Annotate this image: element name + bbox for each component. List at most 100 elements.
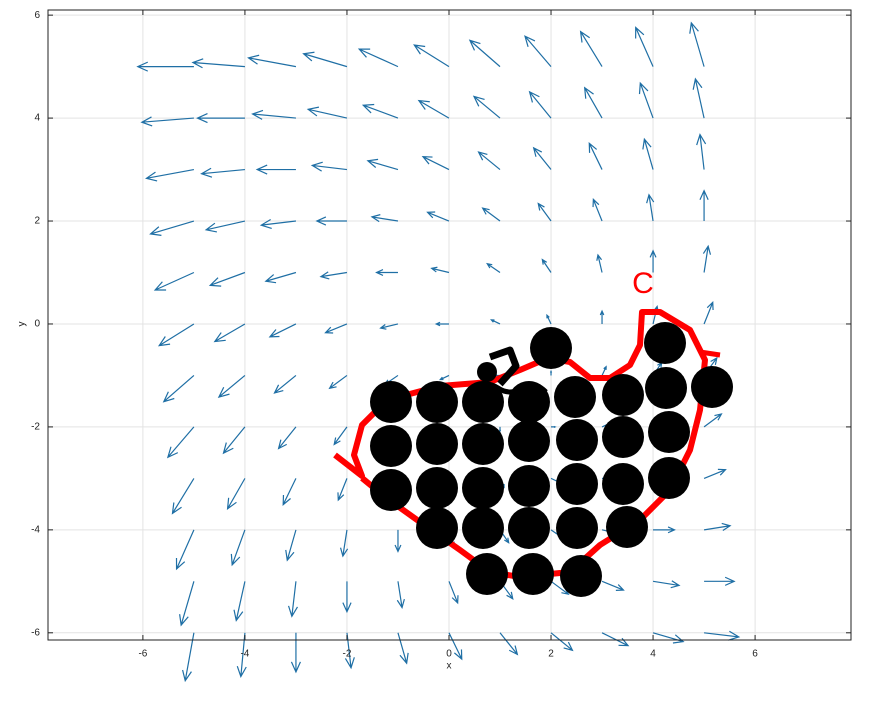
vector-arrow xyxy=(549,369,553,376)
vector-arrow xyxy=(287,581,299,618)
vector-arrow xyxy=(490,319,501,325)
vector-arrow xyxy=(699,189,709,222)
vector-arrow xyxy=(448,581,459,605)
vector-arrow xyxy=(421,156,450,171)
vector-arrow xyxy=(166,426,195,459)
vector-arrow xyxy=(255,164,296,175)
vector-arrow xyxy=(370,214,399,223)
vector-arrow xyxy=(339,529,349,558)
vector-arrow xyxy=(477,151,501,171)
vector-arrow xyxy=(537,202,552,222)
vector-arrow xyxy=(550,632,574,652)
vector-arrow xyxy=(200,167,245,178)
vector-arrow xyxy=(434,321,449,327)
vector-arrow xyxy=(642,137,654,170)
vector-arrow xyxy=(264,271,297,284)
vector-arrow xyxy=(328,374,348,390)
vector-arrow xyxy=(703,522,732,531)
vector-arrow xyxy=(171,478,195,515)
vector-arrow xyxy=(259,218,297,230)
vector-arrow xyxy=(230,529,246,567)
y-tick-label: -2 xyxy=(31,422,40,433)
vector-arrow xyxy=(638,81,654,119)
y-tick-label: 0 xyxy=(34,319,40,330)
vector-arrow xyxy=(472,95,501,119)
x-tick-label: 2 xyxy=(548,649,554,660)
vector-arrow xyxy=(599,309,605,324)
vector-arrow xyxy=(546,313,552,325)
vector-arrow xyxy=(499,632,519,656)
vector-arrow xyxy=(397,632,409,665)
trajectory-hook xyxy=(699,349,721,358)
vector-arrow xyxy=(145,168,195,182)
vector-arrow xyxy=(153,271,195,291)
vector-arrow xyxy=(486,262,501,273)
vector-arrow xyxy=(413,44,450,68)
vector-arrow xyxy=(149,220,195,236)
vector-arrow xyxy=(366,158,399,171)
vector-arrow xyxy=(337,478,348,502)
vector-arrow xyxy=(498,426,502,433)
x-tick-label: -4 xyxy=(240,649,249,660)
vector-arrow xyxy=(375,269,398,276)
vector-arrow xyxy=(182,632,195,683)
vector-arrow xyxy=(162,374,195,403)
x-axis-label: x xyxy=(447,661,452,672)
vector-arrow xyxy=(426,211,450,222)
vector-arrow xyxy=(588,141,603,170)
vector-arrow xyxy=(596,253,603,273)
vector-arrow xyxy=(247,54,297,68)
vector-arrow xyxy=(196,113,245,124)
vector-arrow xyxy=(217,374,246,398)
x-tick-label: -6 xyxy=(138,649,147,660)
vector-arrow xyxy=(226,478,246,511)
vector-arrow xyxy=(704,630,741,641)
y-tick-label: 4 xyxy=(34,113,40,124)
vector-arrow xyxy=(635,26,654,67)
vector-arrow xyxy=(233,581,246,622)
y-axis-label: y xyxy=(17,322,28,327)
vector-arrow xyxy=(268,323,297,338)
vector-arrow xyxy=(394,529,402,553)
vector-arrow xyxy=(652,580,681,589)
vector-arrow xyxy=(333,426,348,446)
x-tick-label: 6 xyxy=(752,649,758,660)
vector-arrow xyxy=(448,632,463,661)
vector-arrow xyxy=(319,271,348,280)
vector-arrow xyxy=(524,35,552,68)
vector-arrow xyxy=(532,146,552,170)
vector-arrow xyxy=(157,323,195,347)
vector-arrow xyxy=(601,365,607,376)
vector-arrow xyxy=(703,413,723,428)
vector-arrow xyxy=(310,161,348,172)
vector-arrow xyxy=(357,48,399,68)
vector-arrow xyxy=(689,21,705,67)
vector-arrow xyxy=(191,58,245,69)
vector-arrow xyxy=(601,580,625,591)
vector-arrow xyxy=(481,207,501,222)
vector-arrow xyxy=(361,103,399,119)
vector-arrow xyxy=(649,249,657,273)
vector-arrow xyxy=(204,220,246,233)
vector-arrow xyxy=(438,374,450,381)
vector-arrow xyxy=(541,258,552,273)
x-tick-label: 0 xyxy=(446,649,452,660)
vector-arrow xyxy=(653,526,676,534)
vector-arrow xyxy=(468,39,501,68)
vector-arrow xyxy=(324,323,348,334)
vector-arrow xyxy=(702,244,712,273)
vector-arrow xyxy=(302,51,348,68)
vector-arrow xyxy=(379,323,399,330)
y-tick-label: 6 xyxy=(34,10,40,21)
annotation: C xyxy=(632,267,654,300)
vector-arrow xyxy=(136,61,194,72)
vector-arrow xyxy=(208,271,246,287)
vector-arrow xyxy=(290,632,301,674)
vector-arrow xyxy=(175,529,195,571)
vector-arrow xyxy=(696,133,707,170)
vector-arrow xyxy=(306,106,348,119)
vector-arrow xyxy=(222,426,246,455)
vector-arrow xyxy=(140,116,194,127)
vector-arrow xyxy=(703,300,714,325)
